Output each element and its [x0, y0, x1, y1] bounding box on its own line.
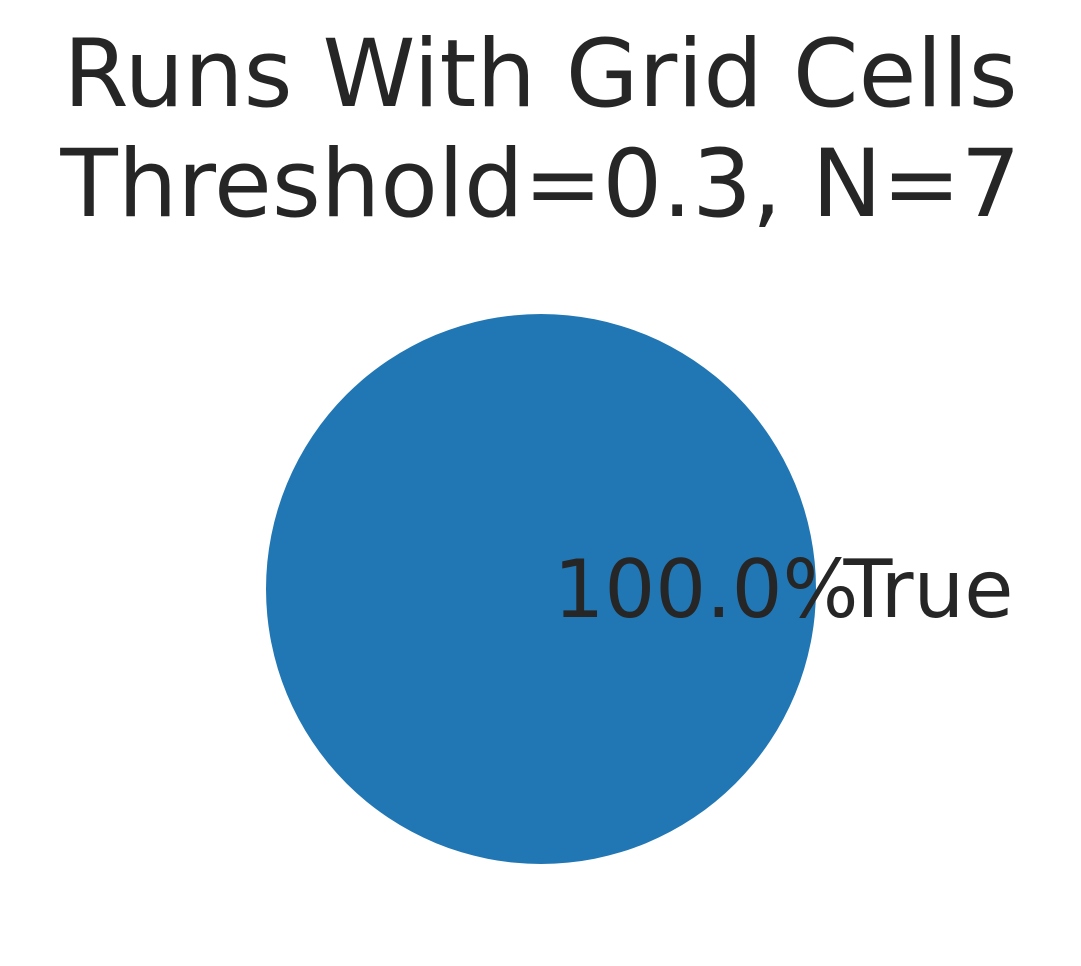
pie-slices [266, 314, 816, 864]
chart-title: Runs With Grid Cells Threshold=0.3, N=7 [59, 20, 1020, 239]
pie-slice-true [266, 314, 816, 864]
chart-title-line-2: Threshold=0.3, N=7 [59, 130, 1020, 239]
chart-title-line-1: Runs With Grid Cells [63, 20, 1017, 129]
pie-slice-label: True [843, 543, 1014, 636]
pie-slice-percent: 100.0% [553, 543, 858, 636]
